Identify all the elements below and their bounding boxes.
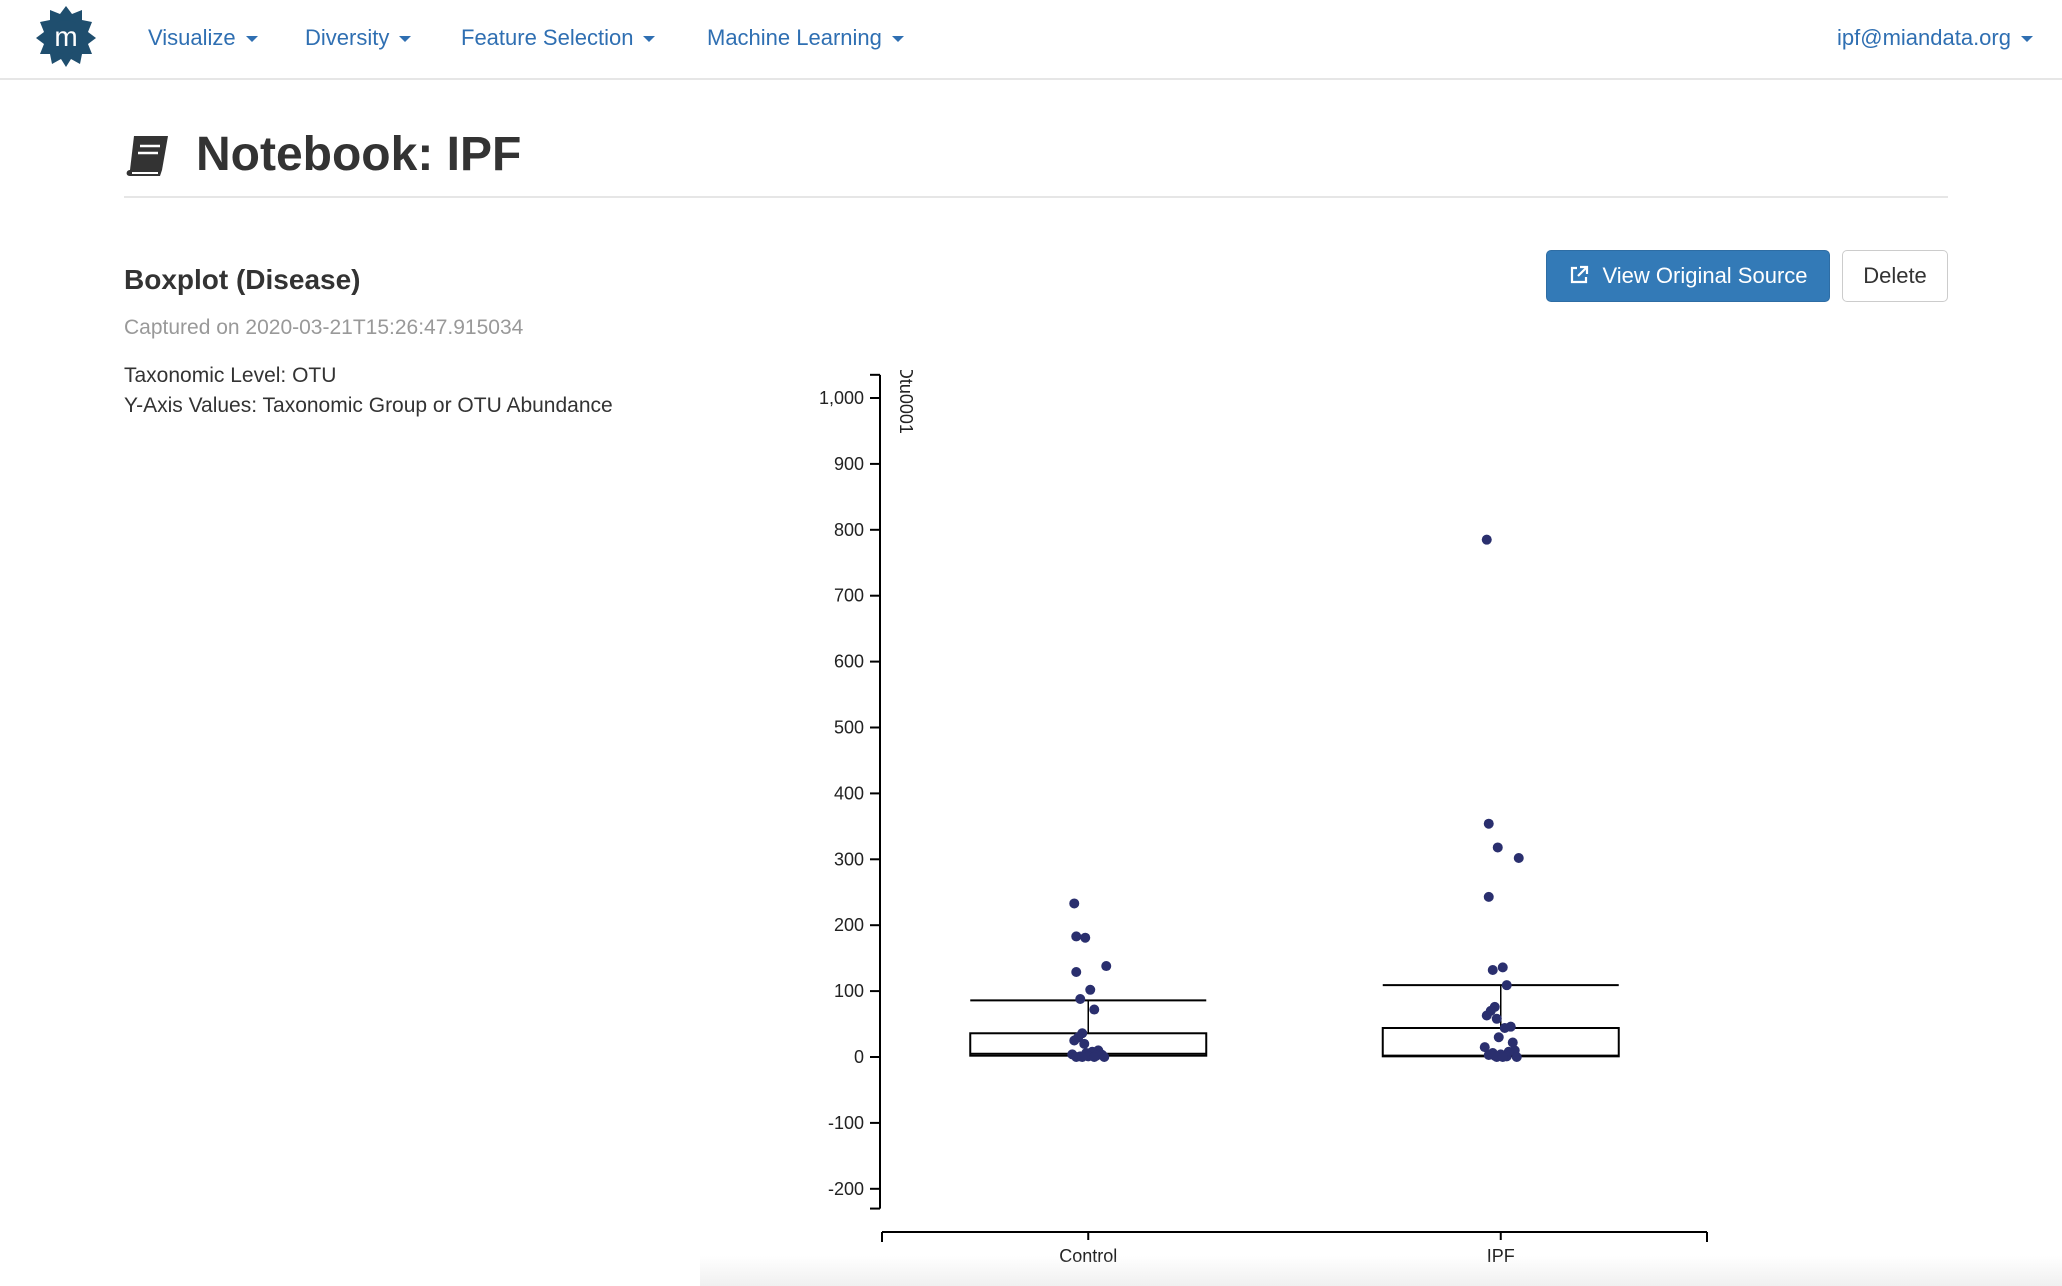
data-point [1080,932,1091,943]
data-point [1079,1038,1090,1049]
user-menu[interactable]: ipf@miandata.org [1837,22,2033,54]
y-tick-label: 300 [834,849,864,869]
data-point [1089,1004,1100,1015]
y-tick-label: -200 [828,1179,864,1199]
y-axis-label: Otu0001 [896,370,916,434]
data-point [1069,1035,1080,1046]
data-point [1497,1052,1508,1062]
data-point [1085,984,1096,995]
captured-timestamp: Captured on 2020-03-21T15:26:47.915034 [124,316,524,339]
nav-feature-selection-label: Feature Selection [461,25,634,50]
y-tick-label: 800 [834,520,864,540]
param-y-axis-values: Y-Axis Values: Taxonomic Group or OTU Ab… [124,394,613,417]
chevron-down-icon [2020,36,2033,43]
y-tick-label: 500 [834,718,864,738]
data-point [1491,1013,1502,1024]
chevron-down-icon [399,36,412,43]
data-point [1481,1010,1492,1021]
y-tick-label: 400 [834,783,864,803]
data-point [1089,1052,1100,1062]
view-original-source-label: View Original Source [1602,263,1808,288]
data-point [1497,962,1508,973]
chevron-down-icon [643,36,656,43]
data-point [1483,818,1494,829]
data-point [1507,1037,1518,1048]
data-point [1075,994,1086,1005]
data-point [1499,1023,1510,1034]
data-point [1101,961,1112,972]
bottom-shadow [700,1256,2062,1286]
data-point [1483,891,1494,902]
data-point [1071,931,1082,942]
data-point [1493,1032,1504,1043]
nav-feature-selection[interactable]: Feature Selection [461,22,656,54]
navbar: m Visualize Diversity Feature Selection … [0,0,2062,80]
nav-diversity-label: Diversity [305,25,390,50]
page-title: Notebook: IPF [196,128,522,181]
user-email: ipf@miandata.org [1837,25,2011,50]
boxplot-chart: -200 -100 0 100 200 300 400 500 600 700 800 900 1,00… [819,370,1708,1266]
data-point [1513,852,1524,863]
data-point [1501,980,1512,991]
logo-letter: m [54,21,77,52]
data-point [1077,1052,1088,1062]
external-link-icon [1571,266,1589,284]
data-point [1071,966,1082,977]
y-tick-label: 0 [854,1047,864,1067]
data-point [1099,1052,1110,1062]
delete-button[interactable]: Delete [1842,250,1948,302]
mian-logo[interactable]: m [34,4,98,68]
view-original-source-button[interactable]: View Original Source [1546,250,1830,302]
y-tick-label: 100 [834,981,864,1001]
data-point [1511,1052,1522,1062]
data-point [1069,898,1080,909]
chevron-down-icon [245,36,258,43]
delete-label: Delete [1863,263,1927,288]
y-tick-label: 200 [834,915,864,935]
y-tick-label: 700 [834,586,864,606]
nav-visualize[interactable]: Visualize [148,22,258,54]
chevron-down-icon [891,36,904,43]
nav-machine-learning-label: Machine Learning [707,25,882,50]
page-header: Notebook: IPF [124,120,1948,198]
y-tick-label: 900 [834,454,864,474]
y-tick-label: 600 [834,652,864,672]
nav-visualize-label: Visualize [148,25,236,50]
data-point [1479,1042,1490,1053]
book-icon [126,136,168,176]
visualization-title: Boxplot (Disease) [124,264,361,295]
param-taxonomic-level: Taxonomic Level: OTU [124,364,337,387]
nav-machine-learning[interactable]: Machine Learning [707,22,904,54]
nav-diversity[interactable]: Diversity [305,22,412,54]
y-tick-label: 1,000 [819,388,864,408]
data-point [1487,965,1498,976]
y-tick-label: -100 [828,1113,864,1133]
data-point [1492,842,1503,853]
data-point [1481,534,1492,545]
